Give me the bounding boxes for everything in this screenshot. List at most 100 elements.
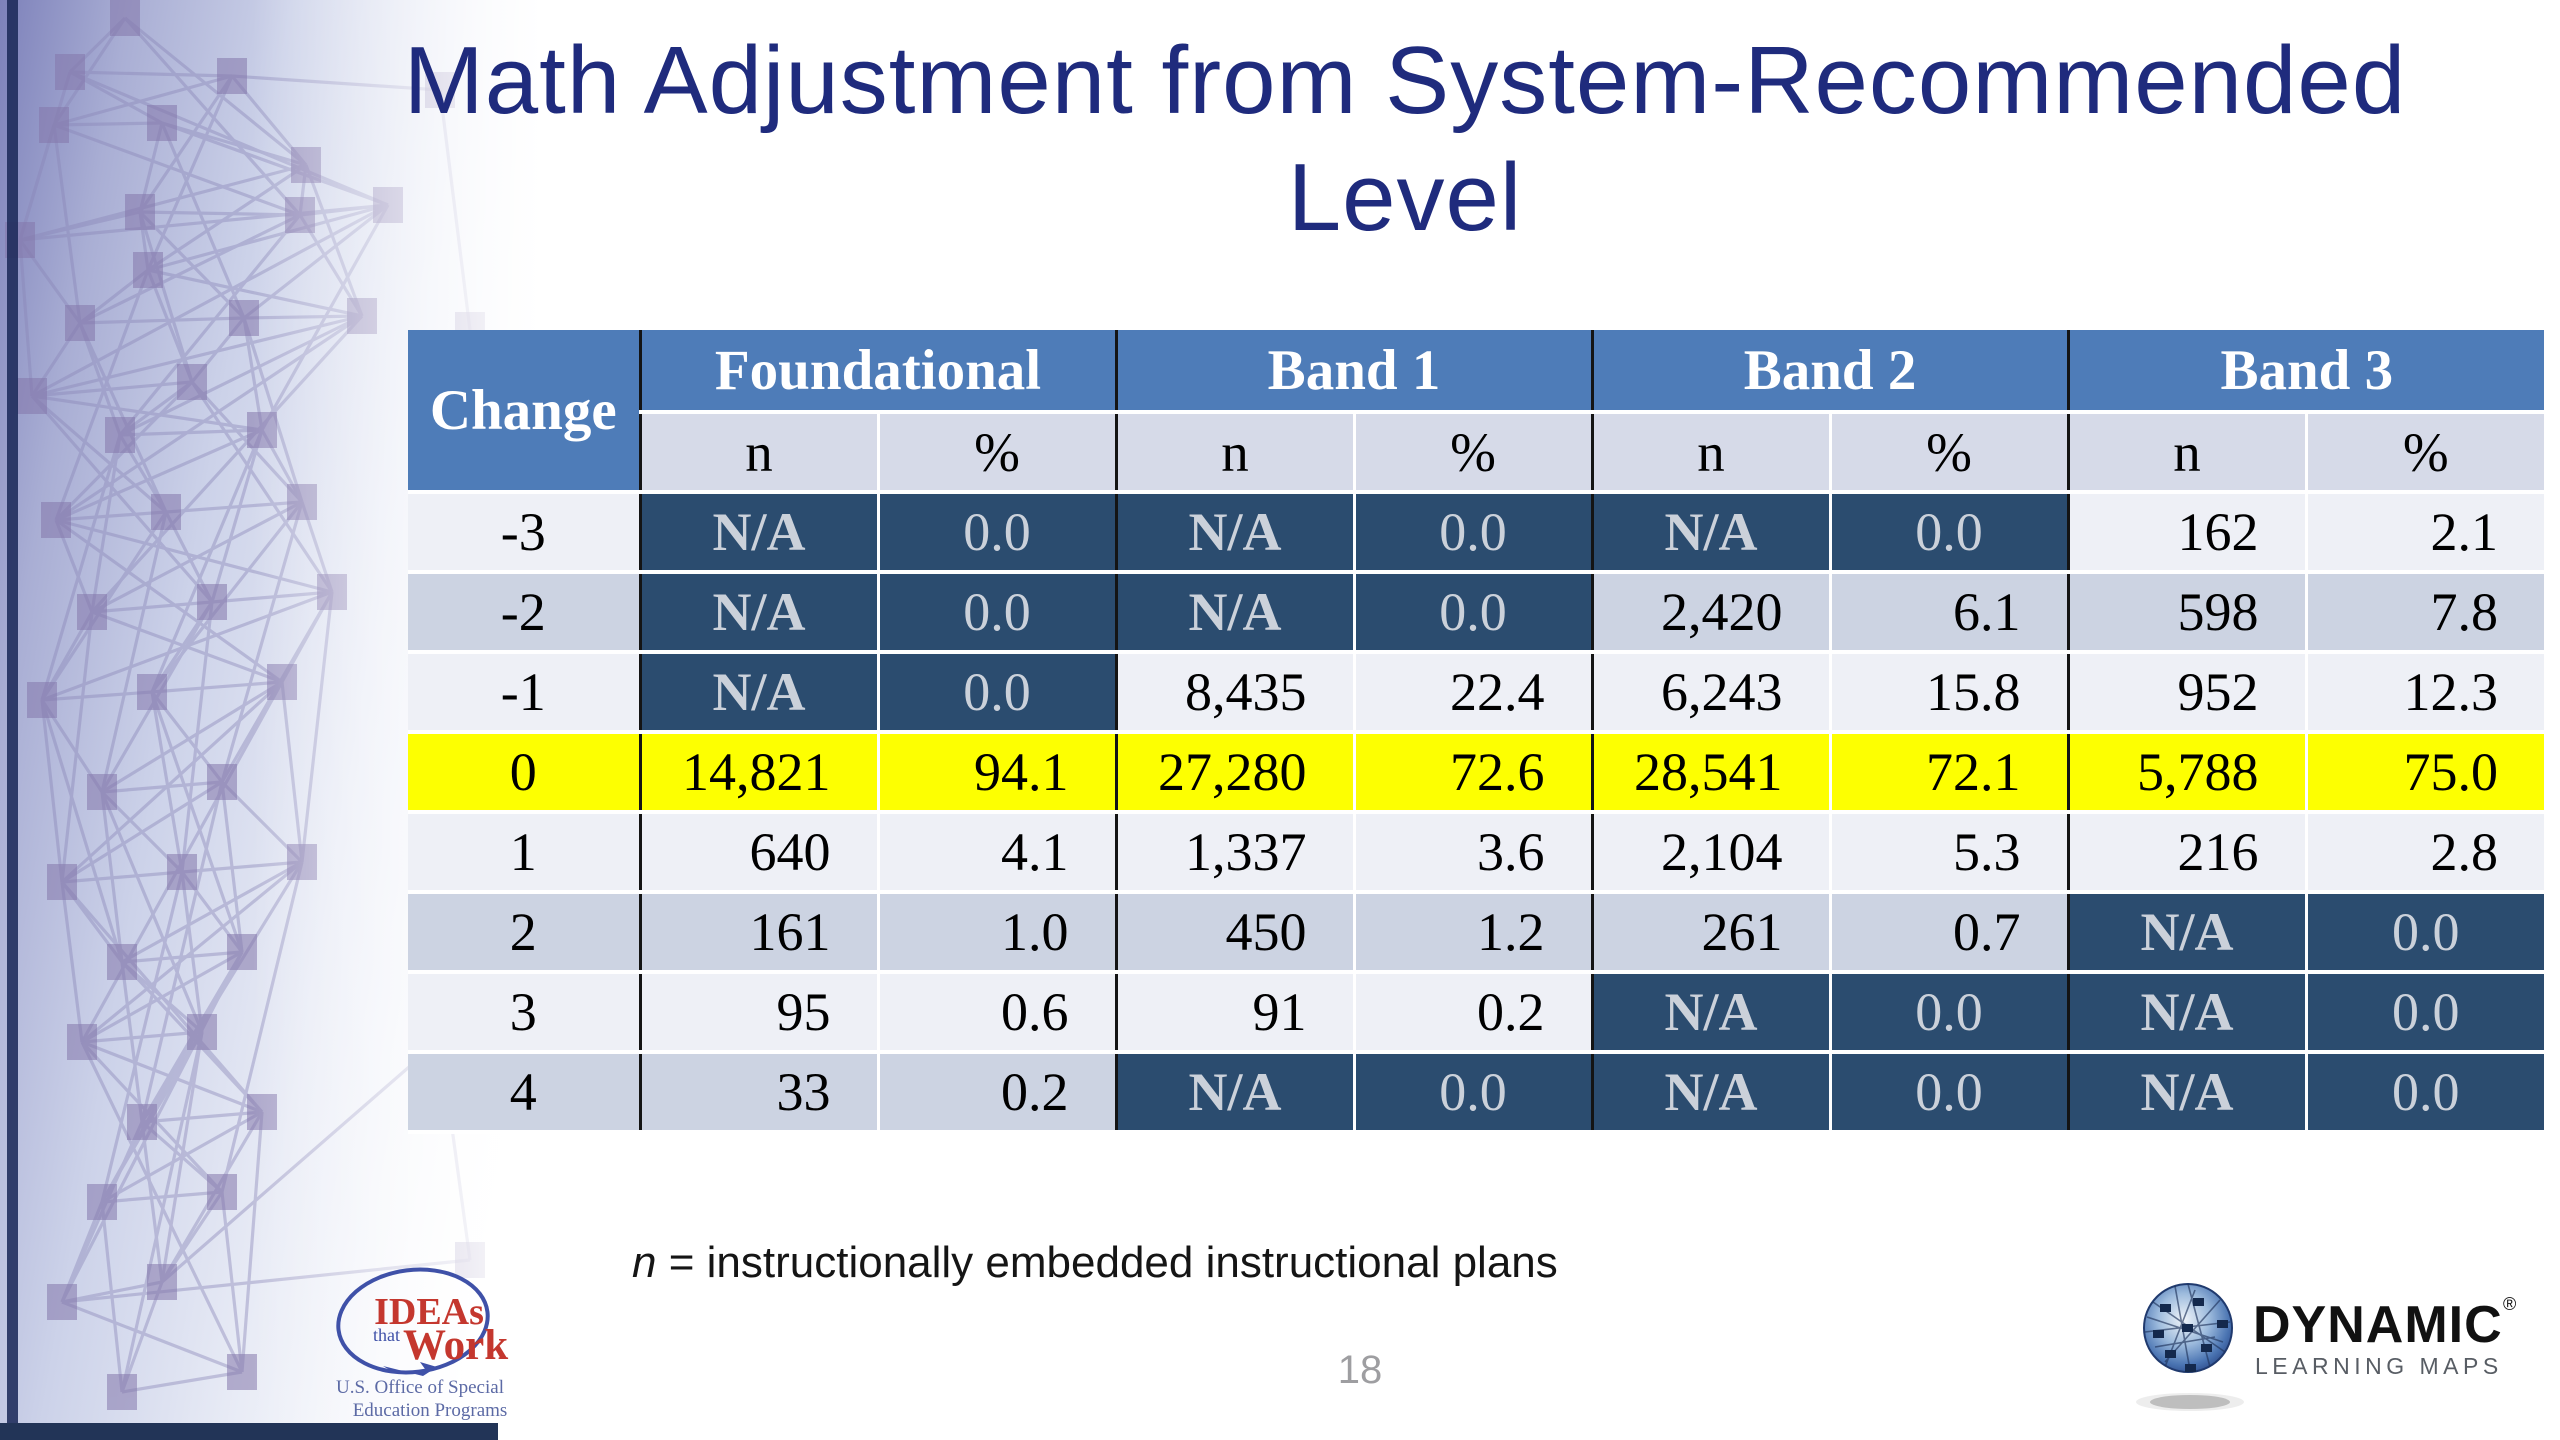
change-value-cell: 1: [408, 812, 640, 894]
n-cell: N/A: [2066, 1052, 2307, 1134]
n-cell: 28,541: [1590, 732, 1831, 814]
change-value-cell: -2: [408, 572, 640, 654]
globe-shadow: [2150, 1395, 2230, 1409]
pct-cell: 0.0: [2304, 892, 2545, 974]
dlm-sub-text: LEARNING MAPS: [2255, 1353, 2503, 1379]
n-cell: 33: [638, 1052, 878, 1134]
change-value-cell: 4: [408, 1052, 640, 1134]
slide-title: Math Adjustment from System-Recommended L…: [290, 22, 2520, 256]
n-cell: 261: [1590, 892, 1831, 974]
n-cell: 450: [1114, 892, 1354, 974]
n-cell: 162: [2066, 492, 2307, 574]
n-cell: N/A: [2066, 892, 2307, 974]
dlm-logo-graphic: DYNAMIC ® LEARNING MAPS: [2136, 1283, 2516, 1411]
pct-cell: 0.0: [2304, 1052, 2545, 1134]
footnote-symbol: n: [632, 1238, 657, 1287]
subheader-pct: %: [2304, 412, 2545, 494]
n-cell: N/A: [1590, 492, 1831, 574]
pct-cell: 72.6: [1352, 732, 1593, 814]
ideas-that-work-logo: IDEAs that Work U.S. Office of Special E…: [325, 1266, 595, 1436]
n-cell: 640: [638, 812, 878, 894]
n-cell: N/A: [638, 492, 878, 574]
pct-cell: 0.0: [2304, 972, 2545, 1054]
pct-cell: 4.1: [876, 812, 1116, 894]
n-cell: N/A: [1590, 1052, 1831, 1134]
pct-cell: 94.1: [876, 732, 1116, 814]
pct-cell: 0.0: [1828, 492, 2069, 574]
globe-shadow-halo: [2136, 1393, 2244, 1411]
ideas-caption-line2: Education Programs: [353, 1400, 508, 1421]
pct-cell: 3.6: [1352, 812, 1593, 894]
pct-cell: 6.1: [1828, 572, 2069, 654]
pct-cell: 15.8: [1828, 652, 2069, 734]
adjustment-table: Change Foundational Band 1 Band 2 Band 3…: [408, 330, 2545, 1134]
left-edge-bar: [7, 0, 18, 1440]
table-row: -1 N/A 0.0 8,435 22.4 6,243 15.8 952 12.3: [408, 652, 2545, 734]
table-row: 4 33 0.2 N/A 0.0 N/A 0.0 N/A 0.0: [408, 1052, 2545, 1134]
change-value-cell: -1: [408, 652, 640, 734]
pct-cell: 0.0: [1352, 492, 1593, 574]
pct-cell: 0.0: [876, 492, 1116, 574]
n-cell: 5,788: [2066, 732, 2307, 814]
footnote-text: = instructionally embedded instructional…: [656, 1238, 1558, 1287]
group-header-band1: Band 1: [1114, 330, 1593, 414]
n-cell: N/A: [638, 652, 878, 734]
table-row: 1 640 4.1 1,337 3.6 2,104 5.3 216 2.8: [408, 812, 2545, 894]
pct-cell: 75.0: [2304, 732, 2545, 814]
pct-cell: 72.1: [1828, 732, 2069, 814]
bottom-edge-bar: [0, 1423, 498, 1440]
n-cell: 2,104: [1590, 812, 1831, 894]
subheader-n: n: [1114, 412, 1354, 494]
table-row: 0 14,821 94.1 27,280 72.6 28,541 72.1 5,788 75.0: [408, 732, 2545, 814]
pct-cell: 2.8: [2304, 812, 2545, 894]
change-column-header: Change: [408, 330, 640, 494]
ideas-logo-graphic: IDEAs that Work U.S. Office of Special E…: [336, 1267, 508, 1421]
ideas-word2: that: [373, 1325, 400, 1345]
n-cell: 598: [2066, 572, 2307, 654]
n-cell: N/A: [2066, 972, 2307, 1054]
table-row: -2 N/A 0.0 N/A 0.0 2,420 6.1 598 7.8: [408, 572, 2545, 654]
pct-cell: 0.0: [876, 652, 1116, 734]
table-row: 2 161 1.0 450 1.2 261 0.7 N/A 0.0: [408, 892, 2545, 974]
n-cell: 216: [2066, 812, 2307, 894]
ideas-caption-line1: U.S. Office of Special: [336, 1377, 504, 1398]
page-number: 18: [1337, 1348, 1383, 1392]
n-cell: 6,243: [1590, 652, 1831, 734]
change-value-cell: 0: [408, 732, 640, 814]
n-cell: N/A: [1114, 1052, 1354, 1134]
pct-cell: 1.0: [876, 892, 1116, 974]
pct-cell: 5.3: [1828, 812, 2069, 894]
n-cell: N/A: [1114, 492, 1354, 574]
pct-cell: 0.0: [876, 572, 1116, 654]
dlm-name-text: DYNAMIC: [2253, 1296, 2503, 1354]
pct-cell: 0.0: [1352, 1052, 1593, 1134]
subheader-pct: %: [876, 412, 1116, 494]
n-cell: 161: [638, 892, 878, 974]
group-header-band2: Band 2: [1590, 330, 2069, 414]
pct-cell: 2.1: [2304, 492, 2545, 574]
pct-cell: 0.2: [876, 1052, 1116, 1134]
ideas-word3: Work: [403, 1322, 508, 1369]
pct-cell: 0.0: [1352, 572, 1593, 654]
footnote: n = instructionally embedded instruction…: [632, 1238, 1558, 1288]
pct-cell: 7.8: [2304, 572, 2545, 654]
change-value-cell: 2: [408, 892, 640, 974]
change-value-cell: 3: [408, 972, 640, 1054]
n-cell: 91: [1114, 972, 1354, 1054]
n-cell: N/A: [1590, 972, 1831, 1054]
group-header-foundational: Foundational: [638, 330, 1116, 414]
ideas-arrow-icon: [383, 1362, 437, 1376]
dlm-registered-mark: ®: [2503, 1294, 2516, 1314]
n-cell: 952: [2066, 652, 2307, 734]
pct-cell: 22.4: [1352, 652, 1593, 734]
n-cell: 2,420: [1590, 572, 1831, 654]
subheader-n: n: [2066, 412, 2307, 494]
pct-cell: 0.6: [876, 972, 1116, 1054]
subheader-pct: %: [1352, 412, 1593, 494]
subheader-n: n: [1590, 412, 1831, 494]
ideas-word1: IDEAs: [374, 1291, 484, 1333]
n-cell: 8,435: [1114, 652, 1354, 734]
pct-cell: 1.2: [1352, 892, 1593, 974]
change-value-cell: -3: [408, 492, 640, 574]
